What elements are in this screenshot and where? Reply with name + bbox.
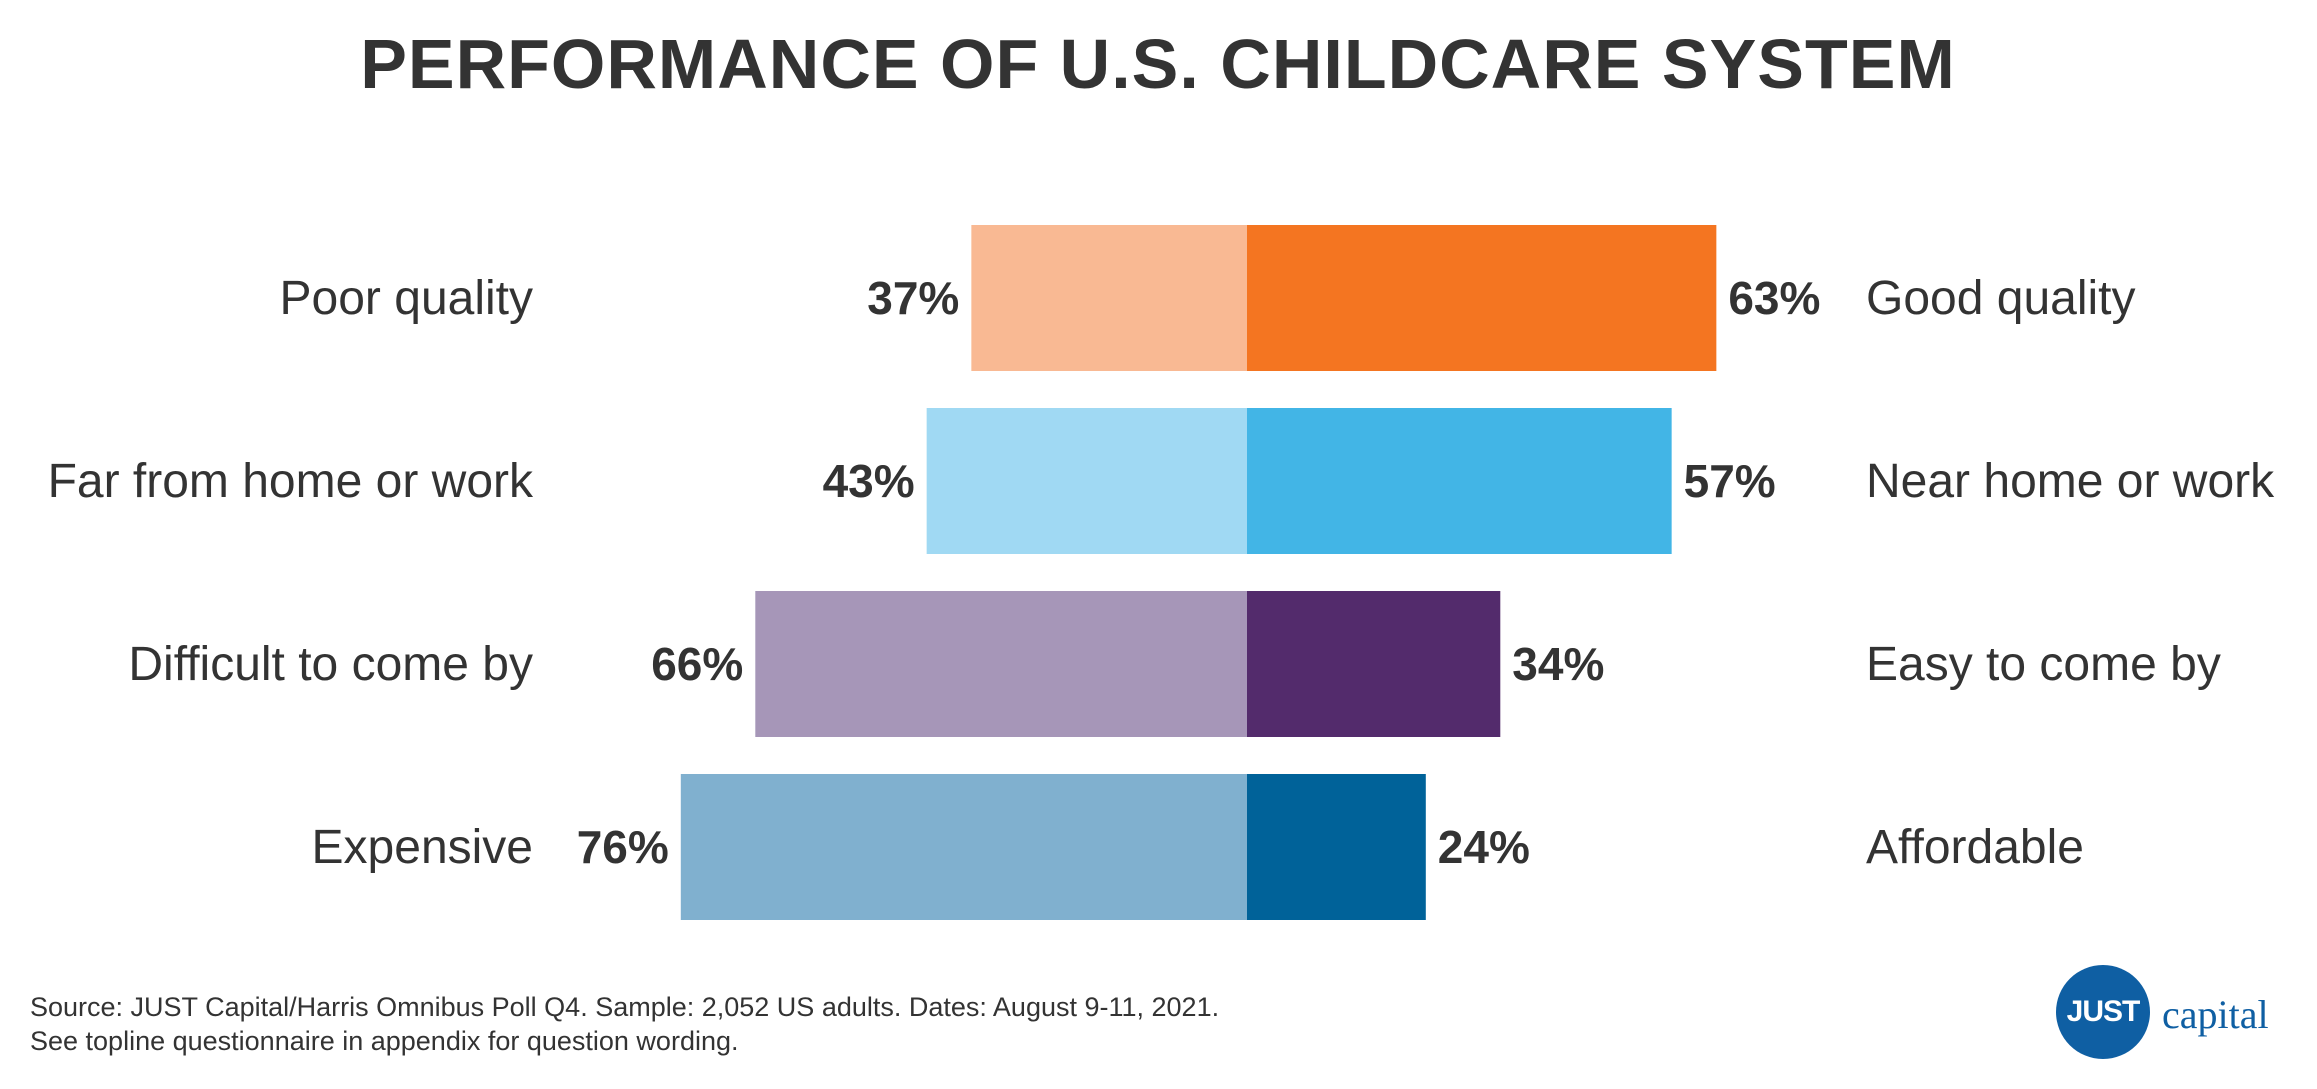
value-label-right: 24% [1438, 821, 1530, 873]
category-label-right: Easy to come by [1866, 638, 2221, 691]
value-label-right: 34% [1512, 638, 1604, 690]
category-label-right: Good quality [1866, 272, 2136, 325]
value-label-right: 63% [1728, 272, 1820, 324]
bar-left [926, 408, 1247, 554]
logo-wordmark: capital [2162, 992, 2269, 1037]
category-label-left: Difficult to come by [128, 638, 533, 691]
bar-left [755, 591, 1247, 737]
bar-left [971, 225, 1247, 371]
source-line-1: Source: JUST Capital/Harris Omnibus Poll… [30, 992, 1220, 1022]
bar-right [1247, 591, 1501, 737]
bar-left [680, 774, 1247, 920]
category-label-left: Expensive [312, 821, 533, 874]
bar-right [1247, 774, 1426, 920]
value-label-left: 66% [651, 638, 743, 690]
chart-title: PERFORMANCE OF U.S. CHILDCARE SYSTEM [360, 25, 1956, 103]
source-note: Source: JUST Capital/Harris Omnibus Poll… [30, 990, 1430, 1058]
just-capital-logo: JUST capital [2056, 965, 2316, 1065]
value-label-right: 57% [1684, 455, 1776, 507]
value-label-left: 37% [867, 272, 959, 324]
value-label-left: 76% [577, 821, 669, 873]
category-label-left: Poor quality [280, 272, 533, 325]
bar-right [1247, 408, 1672, 554]
bars-layer: 37% 63% Poor quality Good quality 43% 57% Far … [48, 225, 2275, 920]
logo-mark: JUST [2056, 965, 2150, 1059]
bar-row: 76% 24% Expensive Affordable [312, 774, 2084, 920]
bar-row: 43% 57% Far from home or work Near home or … [48, 408, 2275, 554]
category-label-right: Near home or work [1866, 455, 2275, 508]
bar-row: 37% 63% Poor quality Good quality [280, 225, 2136, 371]
source-line-2: See topline questionnaire in appendix fo… [30, 1026, 739, 1056]
category-label-left: Far from home or work [48, 455, 534, 508]
category-label-right: Affordable [1866, 821, 2084, 874]
bar-row: 66% 34% Difficult to come by Easy to come b… [128, 591, 2221, 737]
bar-right [1247, 225, 1717, 371]
value-label-left: 43% [823, 455, 915, 507]
